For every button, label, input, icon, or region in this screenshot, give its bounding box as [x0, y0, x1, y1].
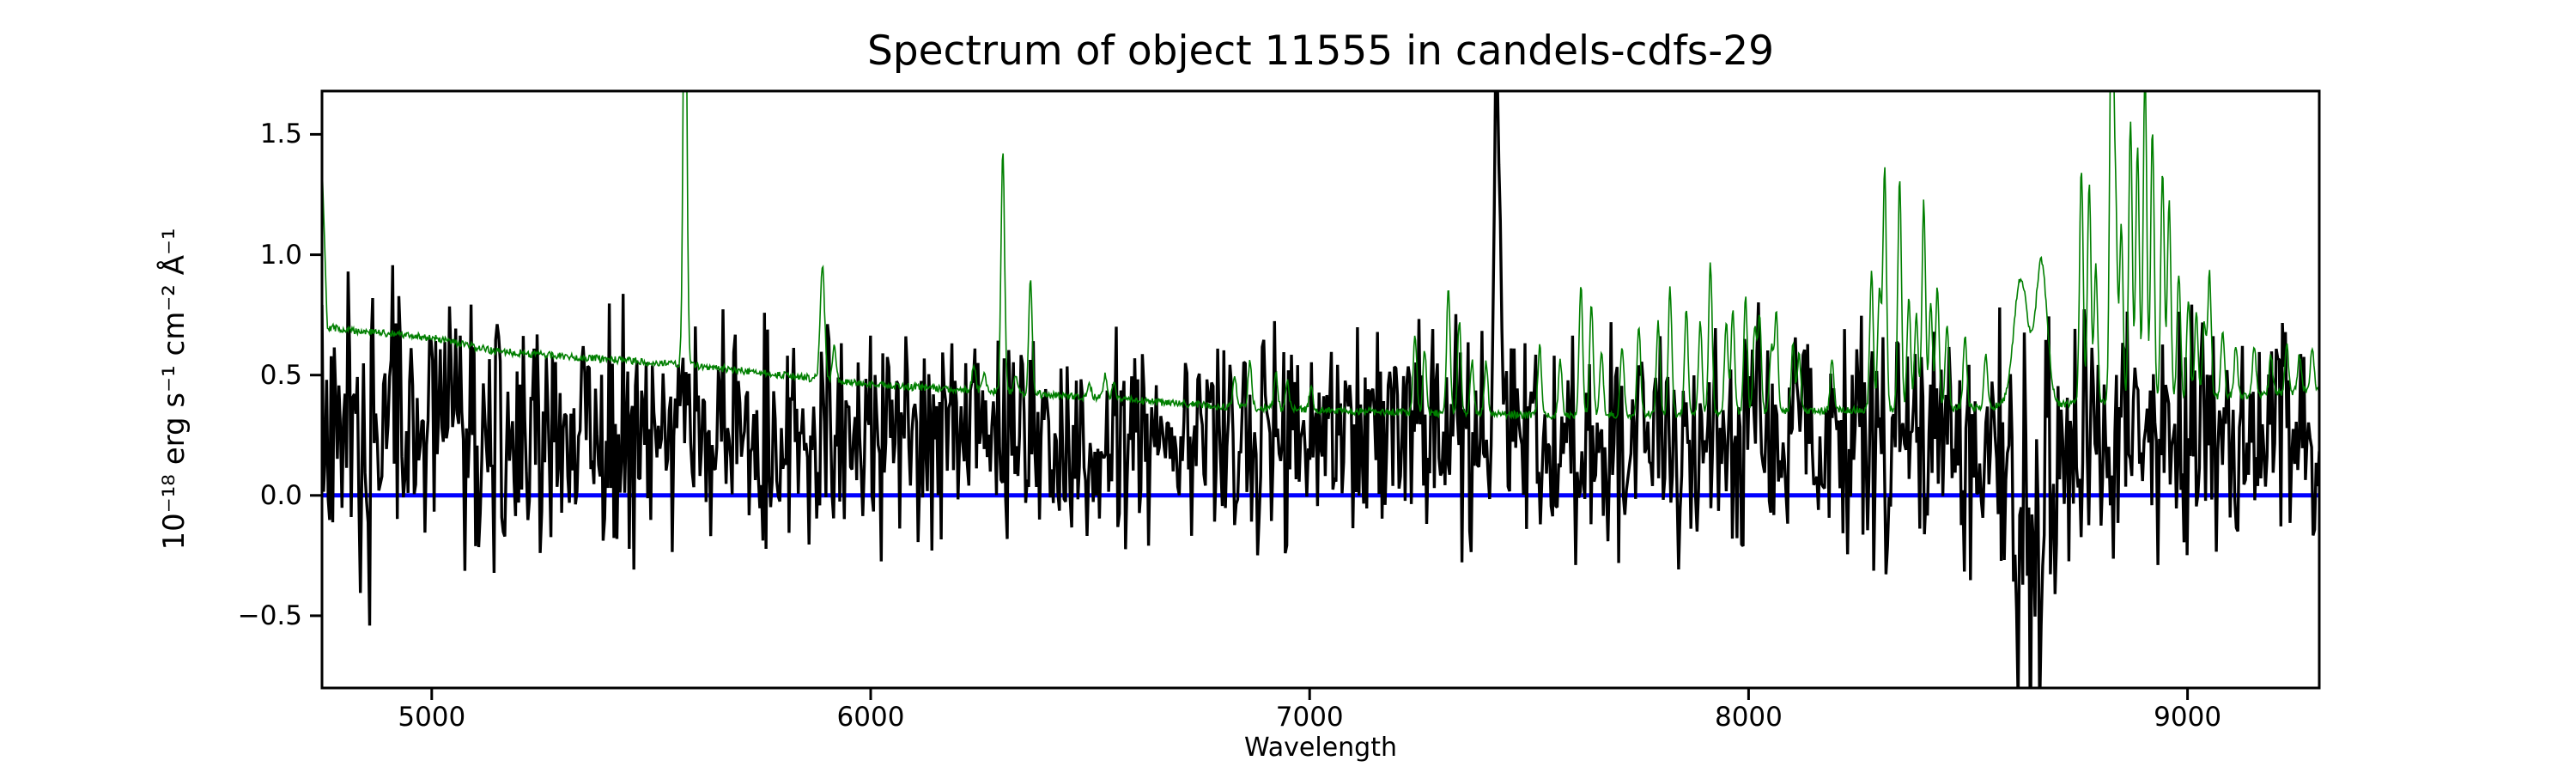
x-tick-label: 8000 — [1714, 702, 1783, 733]
sky-spectrum-line — [322, 91, 2319, 421]
x-tick-label: 7000 — [1275, 702, 1344, 733]
x-tick-label: 5000 — [398, 702, 466, 733]
axes-spines — [320, 89, 2321, 690]
chart-title: Spectrum of object 11555 in candels-cdfs… — [866, 27, 1775, 75]
x-tick-label: 9000 — [2154, 702, 2222, 733]
observed-spectrum-line — [322, 91, 2319, 688]
y-tick-label: 0.5 — [259, 359, 302, 391]
y-tick-label: 0.0 — [259, 479, 302, 511]
y-tick-label: 1.0 — [259, 239, 302, 271]
x-tick-label: 6000 — [836, 702, 905, 733]
x-axis-label: Wavelength — [1244, 733, 1397, 763]
y-tick-label: −0.5 — [237, 600, 302, 631]
y-tick-label: 1.5 — [259, 119, 302, 150]
